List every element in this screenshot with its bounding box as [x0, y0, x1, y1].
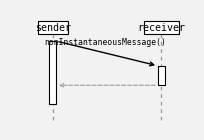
- Bar: [143, 21, 178, 34]
- Bar: [157, 66, 164, 85]
- Bar: [49, 41, 56, 104]
- Text: receiver: receiver: [137, 23, 185, 33]
- Text: sender: sender: [34, 23, 70, 33]
- Text: nonInstantaneousMessage(): nonInstantaneousMessage(): [44, 38, 165, 47]
- Bar: [37, 21, 67, 34]
